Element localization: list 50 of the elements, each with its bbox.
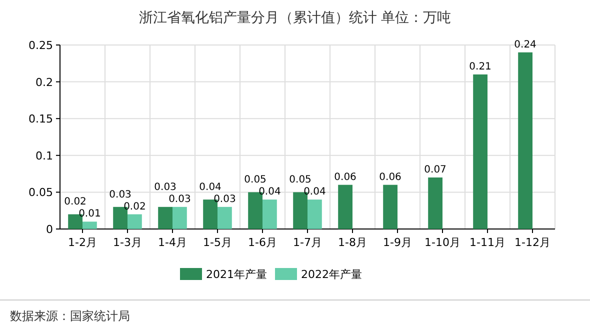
bar bbox=[473, 74, 488, 229]
y-tick-label: 0.25 bbox=[28, 39, 53, 52]
source-note: 数据来源：国家统计局 bbox=[10, 309, 130, 323]
data-label: 0.04 bbox=[304, 186, 326, 198]
legend-label: 2021年产量 bbox=[206, 268, 267, 281]
x-tick-label: 1-11月 bbox=[470, 236, 506, 249]
y-tick-label: 0.15 bbox=[28, 112, 53, 126]
x-tick-label: 1-8月 bbox=[338, 236, 367, 249]
x-tick-label: 1-9月 bbox=[383, 236, 412, 249]
data-label: 0.03 bbox=[154, 182, 176, 193]
x-tick-label: 1-2月 bbox=[68, 236, 97, 249]
y-tick-label: 0.05 bbox=[28, 186, 53, 200]
data-label: 0.02 bbox=[124, 201, 146, 212]
bar bbox=[158, 206, 172, 229]
bar bbox=[218, 206, 232, 229]
x-tick-label: 1-3月 bbox=[113, 236, 142, 249]
chart-title: 浙江省氧化铝产量分月（累计值）统计 单位：万吨 bbox=[138, 10, 452, 26]
data-label: 0.01 bbox=[78, 208, 101, 220]
x-tick-label: 1-12月 bbox=[514, 236, 550, 249]
data-label: 0.03 bbox=[214, 194, 236, 205]
data-label: 0.03 bbox=[168, 194, 191, 205]
data-label: 0.04 bbox=[258, 186, 281, 198]
y-tick-label: 0.1 bbox=[36, 149, 53, 162]
bar bbox=[172, 206, 187, 229]
bar bbox=[262, 200, 277, 229]
data-label: 0.24 bbox=[514, 39, 536, 50]
legend-label: 2022年产量 bbox=[301, 268, 362, 281]
data-label: 0.06 bbox=[334, 172, 356, 183]
x-tick-label: 1-4月 bbox=[158, 236, 187, 249]
bar bbox=[128, 214, 142, 229]
bar bbox=[308, 200, 322, 229]
bar bbox=[383, 184, 398, 229]
data-label: 0.21 bbox=[469, 61, 492, 72]
bar bbox=[428, 177, 442, 229]
data-label: 0.05 bbox=[289, 174, 312, 186]
x-tick-label: 1-7月 bbox=[293, 236, 322, 249]
data-label: 0.03 bbox=[109, 189, 132, 200]
bar bbox=[82, 222, 97, 229]
bar bbox=[338, 184, 352, 229]
data-label: 0.05 bbox=[244, 174, 266, 186]
x-tick-label: 1-5月 bbox=[203, 236, 232, 249]
data-label: 0.07 bbox=[424, 164, 446, 176]
bar bbox=[518, 52, 532, 229]
x-tick-label: 1-6月 bbox=[248, 236, 277, 249]
y-tick-label: 0 bbox=[46, 223, 53, 236]
data-label: 0.04 bbox=[199, 182, 222, 193]
y-tick-label: 0.2 bbox=[36, 76, 53, 89]
x-tick-label: 1-10月 bbox=[424, 236, 460, 249]
data-label: 0.06 bbox=[379, 172, 402, 183]
data-label: 0.02 bbox=[64, 196, 86, 208]
